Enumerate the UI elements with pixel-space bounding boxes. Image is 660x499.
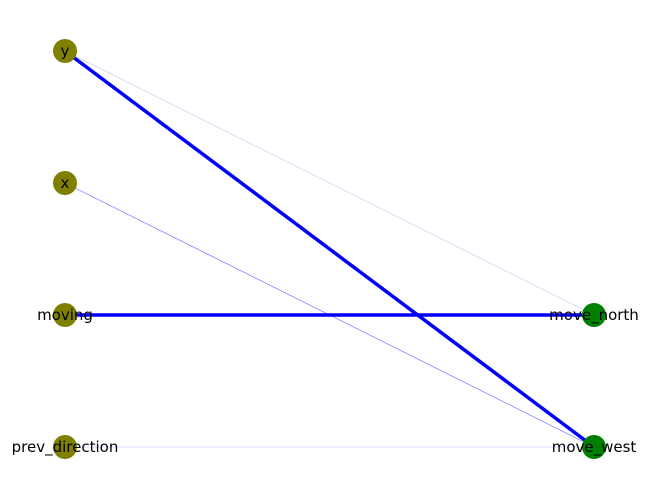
labels-layer: y x moving prev_direction move_north move_wes… bbox=[12, 42, 639, 457]
nodes-layer bbox=[53, 39, 606, 459]
edges-layer bbox=[63, 49, 596, 449]
edge-x-move_west bbox=[64, 182, 595, 448]
node-label-y: y bbox=[61, 42, 70, 60]
edge-y-move_west bbox=[63, 49, 596, 449]
node-move_west bbox=[582, 435, 606, 459]
node-label-moving: moving bbox=[37, 306, 93, 324]
node-y bbox=[53, 39, 77, 63]
node-move_north bbox=[582, 303, 606, 327]
node-label-prev_direction: prev_direction bbox=[12, 438, 119, 457]
node-label-move_north: move_north bbox=[549, 306, 639, 325]
node-x bbox=[53, 171, 77, 195]
node-moving bbox=[53, 303, 77, 327]
node-prev_direction bbox=[53, 435, 77, 459]
edge-y-move_north bbox=[64, 50, 595, 316]
node-label-x: x bbox=[61, 174, 70, 192]
node-label-move_west: move_west bbox=[552, 438, 637, 457]
